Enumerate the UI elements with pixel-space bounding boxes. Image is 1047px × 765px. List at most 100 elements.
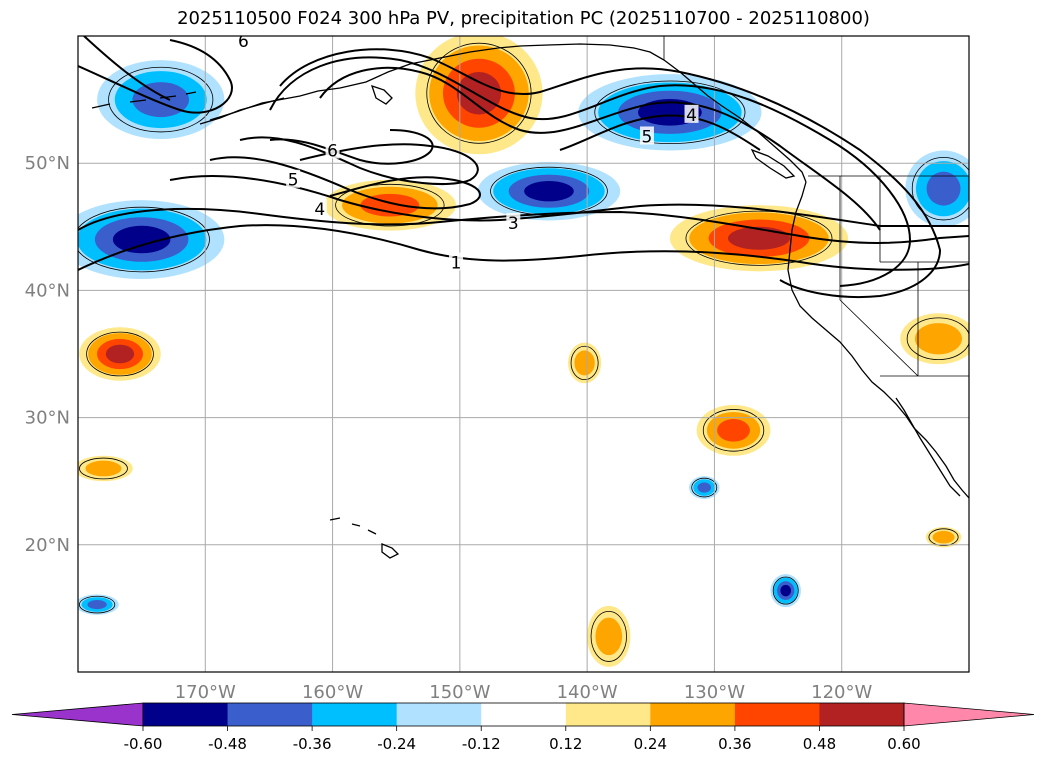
lon-label: 170°W	[175, 682, 236, 703]
colorbar-segment	[819, 703, 905, 726]
precip-outline	[78, 206, 210, 273]
lat-label: 50°N	[25, 153, 70, 174]
pv-contour-label: 3	[508, 214, 519, 234]
precip-band	[717, 419, 750, 442]
coastline-layer	[91, 43, 969, 559]
map-title: 2025110500 F024 300 hPa PV, precipitatio…	[177, 8, 870, 29]
border-layer	[663, 36, 969, 377]
alaska-peninsula	[199, 97, 285, 125]
pv-contour-label: 1	[451, 253, 462, 273]
precipitation-layer	[78, 36, 969, 667]
precip-band	[456, 72, 502, 115]
contour-label-backdrop	[236, 36, 251, 50]
colorbar-extend-low	[11, 702, 144, 727]
precip-outline	[590, 610, 627, 662]
colorbar-segment	[227, 703, 313, 726]
colorbar-segment	[143, 703, 229, 726]
pv-contour-north-3	[319, 66, 881, 231]
graticule	[78, 36, 969, 672]
colorbar-segment	[481, 703, 567, 726]
precip-band	[932, 530, 955, 544]
kodiak-island	[370, 84, 393, 105]
state-borders	[839, 176, 969, 377]
map-frame	[77, 35, 970, 673]
contour-label-backdrop	[684, 104, 699, 123]
precip-region-subtropical-center-positive	[568, 342, 602, 384]
pv-contour-northwest	[78, 39, 233, 114]
contour-label-backdrop	[449, 252, 464, 271]
precip-band	[105, 344, 135, 364]
contour-label-backdrop	[325, 140, 340, 159]
pv-contour-north-4	[559, 114, 761, 151]
pv-contour-label: 4	[314, 200, 325, 220]
precip-region-hawaii-northeast-positive	[696, 404, 771, 456]
pv-contour-4	[209, 156, 481, 210]
map-background	[78, 36, 969, 672]
precip-region-pacific-west-negative	[78, 200, 225, 279]
precip-region-tropical-east-negative	[688, 476, 720, 500]
pv-contour-6	[269, 129, 434, 165]
colorbar-segment	[565, 703, 651, 726]
contour-label-backdrop	[286, 169, 301, 188]
pv-contour-layer	[78, 36, 969, 299]
baja-california	[895, 397, 961, 497]
precip-region-tropical-far-west-negative	[78, 594, 119, 615]
lat-label: 30°N	[25, 408, 70, 429]
precip-region-tropical-south-negative	[770, 574, 801, 608]
colorbar: -0.60 -0.48 -0.36 -0.24 -0.12 0.12 0.24 0.36 0.4…	[11, 702, 1035, 753]
precip-outline	[772, 576, 799, 605]
precip-outline	[79, 457, 128, 480]
pv-contour-label: 6	[327, 141, 338, 161]
colorbar-tick-label: -0.48	[208, 735, 247, 753]
colorbar-frame	[142, 702, 905, 727]
precip-band	[112, 225, 171, 254]
precip-outline	[691, 477, 718, 498]
colorbar-tick-label: 0.48	[803, 735, 836, 753]
colorbar-tick-label: -0.24	[377, 735, 416, 753]
colorbar-tick-label: -0.36	[293, 735, 332, 753]
precip-band	[914, 323, 962, 355]
pv-contour-1	[78, 224, 969, 271]
latitude-labels: 50°N 40°N 30°N 20°N	[25, 153, 70, 556]
colorbar-tick-label: 0.12	[549, 735, 582, 753]
lat-label: 20°N	[25, 535, 70, 556]
precip-band	[87, 600, 107, 610]
precip-region-aleutian-west-negative	[97, 60, 225, 140]
precip-band	[926, 171, 961, 206]
precip-band	[574, 350, 595, 376]
pv-contour-3	[169, 175, 969, 227]
colorbar-tick-label: 0.36	[718, 735, 751, 753]
contour-label-backdrop	[312, 198, 327, 217]
precip-outline	[685, 210, 833, 266]
precip-region-california-positive	[900, 313, 969, 365]
lon-label: 130°W	[684, 682, 745, 703]
precip-region-subtropical-far-west-positive	[78, 455, 133, 482]
lon-label: 120°W	[811, 682, 872, 703]
colorbar-segment	[312, 703, 398, 726]
precip-outline	[570, 345, 599, 380]
precip-band	[727, 226, 790, 250]
lon-label: 150°W	[429, 682, 490, 703]
pv-contour-5	[239, 136, 479, 185]
colorbar-segment	[734, 703, 820, 726]
hawaiian-islands	[329, 517, 400, 559]
pv-contour-label: 5	[288, 171, 299, 191]
precip-outline	[594, 80, 746, 145]
pv-contour-label: 4	[686, 106, 697, 126]
precip-outline	[928, 528, 959, 546]
precip-band	[780, 584, 792, 597]
precip-band	[697, 482, 712, 493]
colorbar-tick-label: -0.12	[462, 735, 501, 753]
lon-label: 140°W	[557, 682, 618, 703]
pv-contour-label: 5	[642, 127, 653, 147]
precip-band	[595, 617, 623, 656]
west-coast	[787, 181, 969, 499]
precip-outline	[911, 156, 969, 221]
colorbar-tick-label: 0.24	[634, 735, 667, 753]
lat-label: 40°N	[25, 280, 70, 301]
precip-region-mid-pacific-negative	[477, 161, 621, 221]
lon-label: 160°W	[302, 682, 363, 703]
alaska-coast	[209, 43, 807, 183]
